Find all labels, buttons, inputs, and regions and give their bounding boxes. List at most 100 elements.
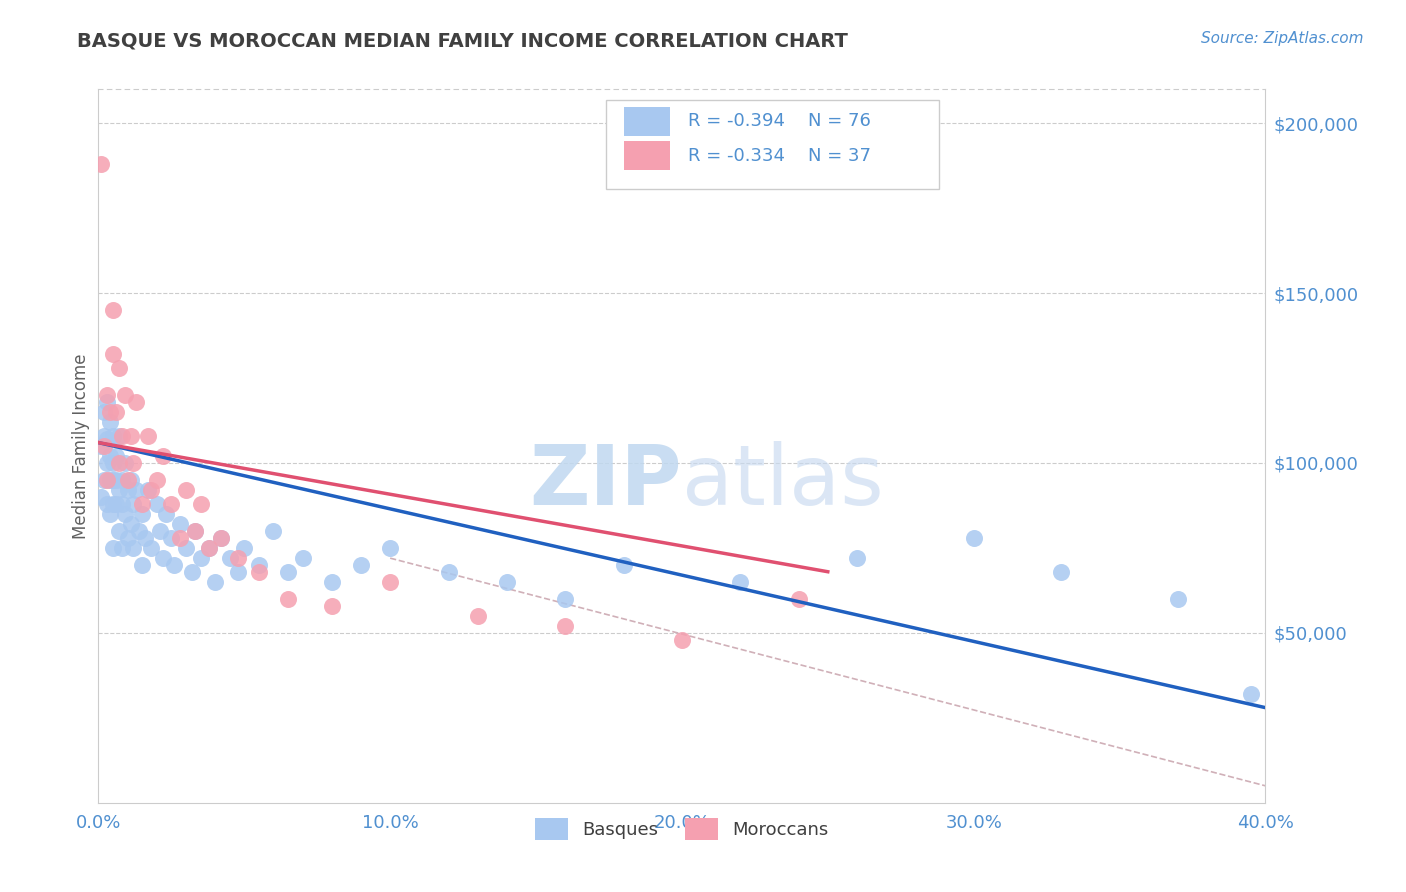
- Text: Source: ZipAtlas.com: Source: ZipAtlas.com: [1201, 31, 1364, 46]
- Point: [146, 497, 169, 511]
- Point: [122, 541, 145, 555]
- Point: [114, 388, 136, 402]
- Point: [96, 388, 118, 402]
- Point: [104, 449, 127, 463]
- Point: [104, 497, 127, 511]
- Point: [321, 599, 343, 613]
- Point: [90, 439, 112, 453]
- Point: [108, 360, 131, 375]
- Point: [671, 632, 693, 647]
- Point: [117, 531, 139, 545]
- Text: BASQUE VS MOROCCAN MEDIAN FAMILY INCOME CORRELATION CHART: BASQUE VS MOROCCAN MEDIAN FAMILY INCOME …: [77, 31, 848, 50]
- Point: [169, 531, 191, 545]
- Point: [131, 497, 153, 511]
- Point: [98, 473, 121, 487]
- Point: [146, 473, 169, 487]
- Point: [139, 541, 162, 555]
- Point: [183, 524, 205, 538]
- Point: [962, 531, 984, 545]
- Point: [96, 432, 118, 446]
- Point: [93, 405, 115, 419]
- Point: [174, 483, 197, 498]
- Point: [152, 551, 174, 566]
- Point: [108, 524, 131, 538]
- Point: [98, 415, 121, 429]
- Point: [139, 483, 162, 498]
- Point: [108, 483, 131, 498]
- Point: [380, 541, 402, 555]
- Point: [101, 541, 124, 555]
- Point: [101, 456, 124, 470]
- Text: R = -0.334    N = 37: R = -0.334 N = 37: [688, 146, 870, 164]
- Point: [183, 524, 205, 538]
- Point: [262, 524, 284, 538]
- Point: [98, 449, 121, 463]
- Point: [190, 497, 212, 511]
- Point: [134, 531, 156, 545]
- Point: [152, 449, 174, 463]
- Point: [90, 157, 112, 171]
- Point: [155, 507, 177, 521]
- Point: [111, 541, 134, 555]
- Point: [93, 429, 115, 443]
- Point: [180, 565, 202, 579]
- Point: [149, 524, 172, 538]
- Point: [96, 394, 118, 409]
- Point: [228, 565, 250, 579]
- Point: [98, 405, 121, 419]
- Point: [218, 551, 240, 566]
- Point: [93, 473, 115, 487]
- Text: atlas: atlas: [682, 442, 883, 522]
- Point: [117, 473, 139, 487]
- Point: [98, 507, 121, 521]
- Point: [228, 551, 250, 566]
- Point: [209, 531, 232, 545]
- Point: [437, 565, 460, 579]
- Point: [321, 574, 343, 589]
- Point: [120, 429, 142, 443]
- Point: [114, 456, 136, 470]
- Point: [114, 507, 136, 521]
- Point: [277, 591, 299, 606]
- Point: [209, 531, 232, 545]
- Point: [233, 541, 256, 555]
- Point: [554, 619, 576, 633]
- Point: [96, 497, 118, 511]
- Point: [120, 473, 142, 487]
- Point: [247, 565, 270, 579]
- Point: [380, 574, 402, 589]
- Legend: Basques, Moroccans: Basques, Moroccans: [529, 811, 835, 847]
- Point: [496, 574, 519, 589]
- Point: [198, 541, 221, 555]
- Point: [117, 483, 139, 498]
- Point: [104, 405, 127, 419]
- Point: [111, 473, 134, 487]
- Point: [174, 541, 197, 555]
- Point: [163, 558, 186, 572]
- Y-axis label: Median Family Income: Median Family Income: [72, 353, 90, 539]
- Point: [169, 517, 191, 532]
- Point: [1050, 565, 1073, 579]
- Point: [160, 497, 183, 511]
- Point: [160, 531, 183, 545]
- Point: [96, 473, 118, 487]
- Point: [125, 483, 148, 498]
- Point: [131, 558, 153, 572]
- Point: [101, 303, 124, 318]
- Point: [104, 473, 127, 487]
- Point: [93, 439, 115, 453]
- Point: [467, 608, 489, 623]
- Point: [1240, 687, 1263, 701]
- Point: [846, 551, 869, 566]
- Point: [90, 490, 112, 504]
- Point: [291, 551, 314, 566]
- Point: [204, 574, 226, 589]
- Point: [730, 574, 752, 589]
- Point: [277, 565, 299, 579]
- FancyBboxPatch shape: [606, 100, 939, 189]
- Point: [131, 507, 153, 521]
- Point: [136, 483, 159, 498]
- Point: [122, 456, 145, 470]
- Point: [612, 558, 634, 572]
- Point: [108, 429, 131, 443]
